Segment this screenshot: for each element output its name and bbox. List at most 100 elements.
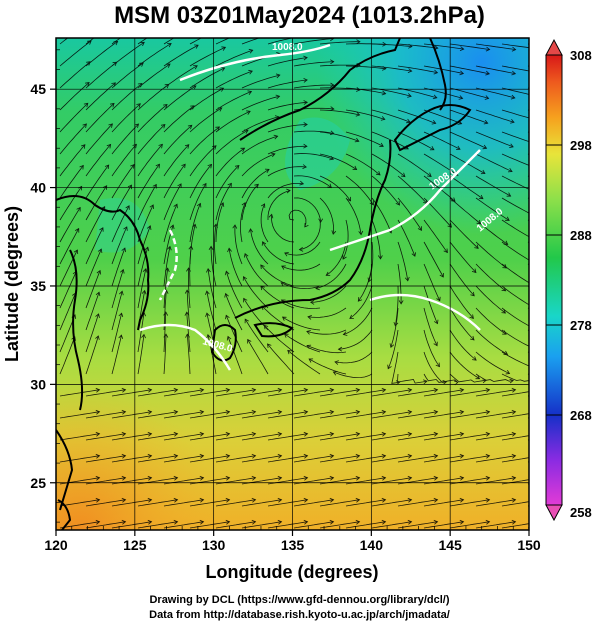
streamline-arrowhead [329,453,335,459]
streamline [423,373,459,383]
streamline-arrowhead [260,203,266,208]
streamline [111,433,152,441]
streamline-arrowhead [484,95,490,100]
streamline [397,175,428,204]
streamline-arrowhead [136,103,141,108]
streamline [215,183,232,221]
streamline [111,411,152,419]
streamline [394,285,399,326]
streamline [387,329,399,369]
colorbar-bar [545,54,563,506]
streamline [210,246,217,287]
streamline-arrowhead [511,387,517,393]
streamline-arrowhead [220,67,226,72]
streamline [423,153,459,176]
streamline [241,95,280,111]
streamline [59,433,100,441]
streamline-arrowhead [330,59,335,65]
streamline-arrowhead [474,244,479,249]
streamline [163,521,204,529]
streamline-arrowhead [342,255,347,260]
streamline-arrowhead [329,431,335,437]
streamline [111,62,144,89]
streamline [59,389,100,397]
streamline-arrowhead [459,519,465,525]
streamline [345,521,386,529]
streamline-arrowhead [303,431,309,437]
streamline [163,125,193,155]
streamline-arrowhead [532,260,536,264]
streamline [59,103,89,133]
streamline [501,153,529,166]
streamline-arrowhead [538,71,542,75]
streamline-arrowhead [330,82,335,88]
streamline-arrowhead [248,48,254,54]
streamline [475,131,514,148]
streamline-arrowhead [251,453,257,459]
streamline-arrowhead [564,388,568,392]
streamline [59,207,81,243]
streamline [111,83,143,111]
streamline-arrowhead [482,144,488,150]
streamline [85,499,126,507]
streamline-arrowhead [147,519,153,525]
streamline-arrowhead [277,387,283,393]
streamline-arrowhead [251,497,257,503]
streamline-arrowhead [120,268,125,274]
streamline-arrowhead [86,61,91,66]
streamline-arrowhead [132,143,137,149]
streamline [325,241,347,276]
streamline-arrowhead [337,346,343,352]
streamline [59,123,87,155]
streamline-arrowhead [431,119,437,125]
streamline [423,109,462,125]
streamline [189,411,230,419]
streamline [293,197,322,223]
streamline [423,411,464,419]
streamline-arrowhead [358,230,364,236]
streamline-arrowhead [303,519,309,525]
streamline [225,271,243,309]
streamline [475,263,506,292]
streamline-arrowhead [435,362,440,368]
streamline-arrowhead [381,409,387,415]
streamline-arrowhead [194,44,199,49]
coast-kyushu [210,324,237,362]
streamline-arrowhead [199,519,205,525]
streamline-arrowhead [459,475,465,481]
streamline [137,411,178,419]
streamline-arrowhead [76,206,81,212]
streamline-arrowhead [433,497,439,503]
streamline-arrowhead [227,182,232,188]
streamline [267,389,308,397]
streamline [319,197,334,235]
streamline-arrowhead [226,335,232,341]
streamline-arrowhead [177,183,182,188]
streamline [260,264,295,287]
streamline-arrowhead [95,431,101,437]
streamline-arrowhead [142,268,148,273]
streamline [241,74,280,89]
y-axis: 25 30 35 40 45 [30,49,60,523]
streamline [250,228,269,265]
streamline [137,184,157,221]
streamline [475,43,516,50]
streamline-arrowhead [533,214,537,218]
streamline-arrowhead [195,24,199,28]
streamline-arrowhead [469,314,474,319]
streamline-arrowhead [251,387,257,393]
streamline [163,183,182,221]
streamline [501,307,529,327]
streamline [501,285,529,306]
streamline-arrowhead [509,378,514,384]
streamline-arrowhead [433,409,439,415]
streamline [234,224,243,265]
streamline-arrowhead [480,169,486,175]
streamline [501,373,529,382]
streamline-arrowhead [563,379,567,383]
streamline-arrowhead [96,269,102,275]
colorbar: 258 268 278 288 298 308 [545,38,592,522]
streamline [111,521,152,529]
streamline-arrowhead [303,475,309,481]
streamline-arrowhead [429,146,435,151]
